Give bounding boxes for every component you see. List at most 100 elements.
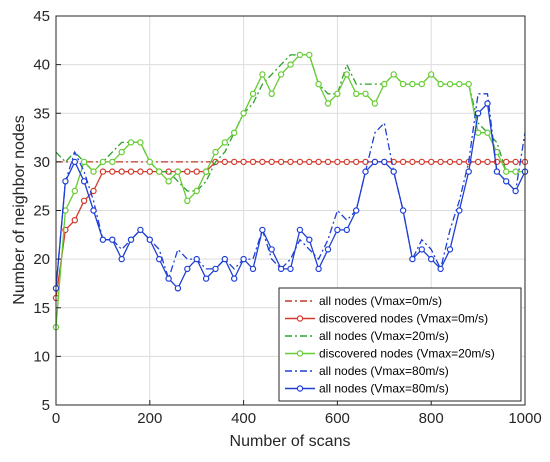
legend-label: discovered nodes (Vmax=20m/s) xyxy=(319,347,495,361)
data-point xyxy=(184,168,191,175)
data-point xyxy=(268,246,275,253)
data-point xyxy=(512,187,519,195)
data-point xyxy=(268,90,275,98)
data-point xyxy=(184,197,191,204)
data-point xyxy=(71,216,79,224)
legend-marker xyxy=(296,315,304,322)
data-point xyxy=(99,236,107,243)
data-point xyxy=(446,80,454,88)
data-point xyxy=(512,158,519,166)
legend: all nodes (Vmax=0m/s) discovered nodes (V… xyxy=(278,287,522,402)
data-point xyxy=(437,80,444,88)
data-point xyxy=(287,265,294,273)
y-tick-label: 25 xyxy=(33,203,50,220)
data-point xyxy=(437,158,444,166)
data-point xyxy=(137,139,144,146)
data-point xyxy=(277,158,285,166)
series-layer xyxy=(52,51,529,331)
data-point xyxy=(428,71,435,78)
data-point xyxy=(418,80,425,88)
data-point xyxy=(99,168,107,175)
ticks: 0 200 400 600 800 1000 5 10 15 20 25 30 35 40 45 xyxy=(33,8,541,427)
data-point xyxy=(146,158,153,166)
data-point xyxy=(399,207,407,214)
series-6 xyxy=(52,100,529,292)
data-point xyxy=(249,265,257,273)
data-point xyxy=(512,168,519,175)
data-point xyxy=(399,158,407,166)
data-point xyxy=(409,158,416,166)
data-point xyxy=(371,158,379,166)
data-point xyxy=(474,129,482,136)
data-point xyxy=(418,246,425,253)
data-point xyxy=(259,71,266,78)
data-point xyxy=(334,90,341,98)
data-point xyxy=(277,71,285,78)
data-point xyxy=(334,158,341,166)
data-point xyxy=(212,265,219,273)
data-point xyxy=(399,80,407,88)
data-point xyxy=(465,168,472,175)
data-point xyxy=(390,168,397,175)
legend-label: all nodes (Vmax=0m/s) xyxy=(319,294,442,308)
data-point xyxy=(287,158,294,166)
data-point xyxy=(118,168,125,175)
data-point xyxy=(240,110,247,117)
data-point xyxy=(484,100,491,107)
legend-item: discovered nodes (Vmax=0m/s) xyxy=(285,312,488,326)
data-point xyxy=(474,158,482,166)
data-point xyxy=(240,158,247,166)
legend-item: all nodes (Vmax=80m/s) xyxy=(285,382,449,396)
data-point xyxy=(155,168,163,175)
data-point xyxy=(503,168,510,175)
legend-label: discovered nodes (Vmax=0m/s) xyxy=(319,312,488,326)
y-tick-label: 10 xyxy=(33,348,50,365)
data-point xyxy=(493,168,501,175)
data-point xyxy=(249,158,257,166)
data-point xyxy=(353,207,360,214)
data-point xyxy=(306,51,313,59)
data-point xyxy=(193,187,200,195)
data-point xyxy=(381,80,388,88)
data-point xyxy=(371,100,379,107)
data-point xyxy=(109,236,116,243)
data-point xyxy=(212,148,219,156)
data-point xyxy=(446,246,454,253)
data-point xyxy=(230,129,238,136)
data-point xyxy=(306,236,313,243)
legend-label: all nodes (Vmax=20m/s) xyxy=(319,329,449,343)
y-tick-label: 15 xyxy=(33,300,50,317)
data-point xyxy=(315,80,322,88)
data-point xyxy=(71,187,79,195)
data-point xyxy=(362,90,369,98)
data-point xyxy=(174,285,182,292)
data-point xyxy=(146,168,153,175)
data-point xyxy=(296,226,304,234)
data-point xyxy=(503,158,510,166)
data-point xyxy=(240,255,247,263)
data-point xyxy=(324,100,332,107)
data-point xyxy=(456,207,463,214)
y-tick-label: 20 xyxy=(33,251,50,268)
data-point xyxy=(315,158,322,166)
legend-item: discovered nodes (Vmax=20m/s) xyxy=(285,347,495,361)
x-axis-title: Number of scans xyxy=(230,433,351,450)
data-point xyxy=(193,168,200,175)
x-tick-label: 600 xyxy=(325,410,350,427)
data-point xyxy=(503,178,510,185)
data-point xyxy=(127,168,135,175)
data-point xyxy=(465,80,472,88)
data-point xyxy=(362,168,369,175)
data-point xyxy=(484,129,491,136)
y-tick-label: 35 xyxy=(33,105,50,122)
data-point xyxy=(428,158,435,166)
data-point xyxy=(71,158,79,166)
data-point xyxy=(221,158,228,166)
data-point xyxy=(390,71,397,78)
data-point xyxy=(165,178,172,185)
data-point xyxy=(287,61,294,68)
data-point xyxy=(146,236,153,243)
legend-box xyxy=(278,287,522,402)
data-point xyxy=(221,139,228,146)
data-point xyxy=(259,226,266,234)
